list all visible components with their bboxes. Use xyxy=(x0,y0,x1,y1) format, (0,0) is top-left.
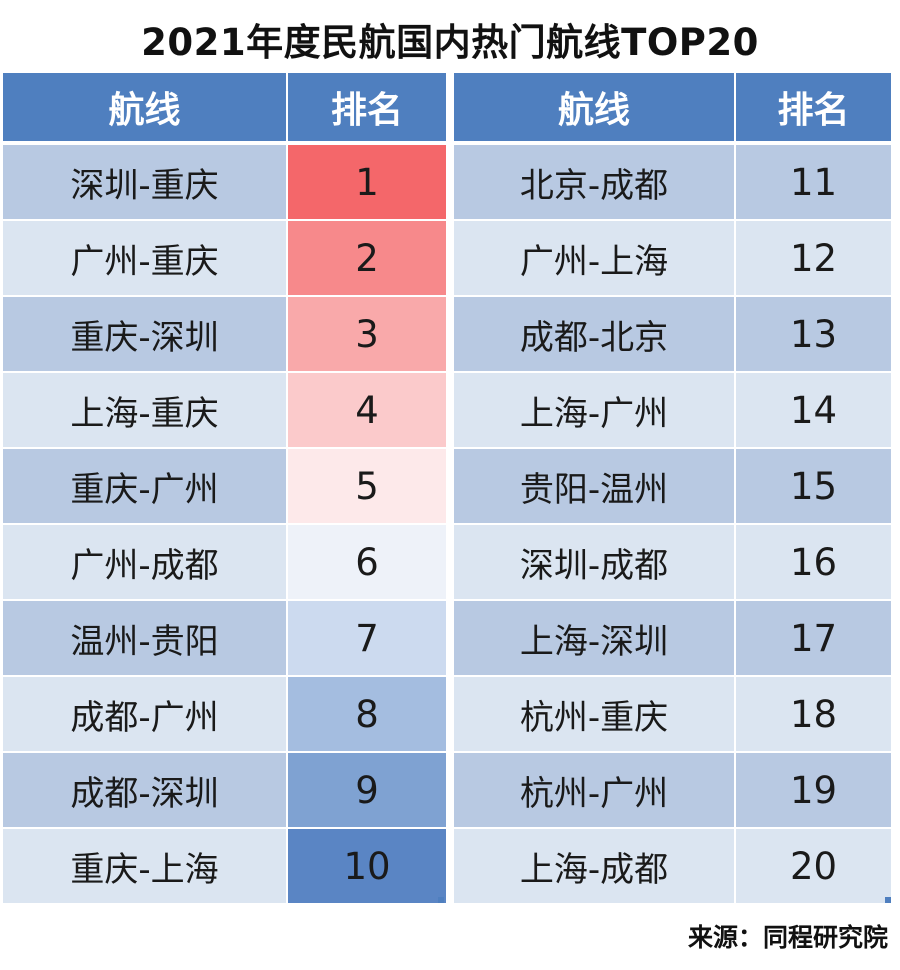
rank-cell-5: 5 xyxy=(288,449,446,525)
route-cell-18: 杭州-重庆 xyxy=(454,677,734,753)
route-cell-16: 深圳-成都 xyxy=(454,525,734,601)
route-cell-3: 重庆-深圳 xyxy=(3,297,286,373)
header-route-left: 航线 xyxy=(3,73,286,145)
rank-cell-12: 12 xyxy=(736,221,891,297)
rank-cell-9: 9 xyxy=(288,753,446,829)
table-left-panel: 航线 排名 深圳-重庆 1 广州-重庆 2 重庆-深圳 3 上海-重庆 4 重庆… xyxy=(3,73,446,905)
route-cell-4: 上海-重庆 xyxy=(3,373,286,449)
chart-title: 2021年度民航国内热门航线TOP20 xyxy=(141,21,759,64)
rank-cell-20: 20 xyxy=(736,829,891,905)
rank-cell-2: 2 xyxy=(288,221,446,297)
header-rank-right: 排名 xyxy=(736,73,891,145)
route-cell-9: 成都-深圳 xyxy=(3,753,286,829)
header-rank-left: 排名 xyxy=(288,73,446,145)
rank-cell-4: 4 xyxy=(288,373,446,449)
rank-cell-19: 19 xyxy=(736,753,891,829)
route-cell-2: 广州-重庆 xyxy=(3,221,286,297)
rank-cell-18: 18 xyxy=(736,677,891,753)
rank-cell-1: 1 xyxy=(288,145,446,221)
rank-cell-14: 14 xyxy=(736,373,891,449)
rank-cell-7: 7 xyxy=(288,601,446,677)
source-note: 来源：同程研究院 xyxy=(687,923,888,952)
route-cell-17: 上海-深圳 xyxy=(454,601,734,677)
route-cell-8: 成都-广州 xyxy=(3,677,286,753)
rank-cell-10: 10 xyxy=(288,829,446,905)
route-cell-19: 杭州-广州 xyxy=(454,753,734,829)
route-cell-15: 贵阳-温州 xyxy=(454,449,734,525)
rank-cell-8: 8 xyxy=(288,677,446,753)
cell-resize-marker-left xyxy=(438,897,444,903)
table-right-panel: 航线 排名 北京-成都 11 广州-上海 12 成都-北京 13 上海-广州 1… xyxy=(454,73,891,905)
route-cell-12: 广州-上海 xyxy=(454,221,734,297)
header-route-right: 航线 xyxy=(454,73,734,145)
rank-cell-3: 3 xyxy=(288,297,446,373)
rank-cell-13: 13 xyxy=(736,297,891,373)
route-cell-20: 上海-成都 xyxy=(454,829,734,905)
route-cell-7: 温州-贵阳 xyxy=(3,601,286,677)
route-cell-13: 成都-北京 xyxy=(454,297,734,373)
rank-cell-11: 11 xyxy=(736,145,891,221)
route-cell-10: 重庆-上海 xyxy=(3,829,286,905)
rank-cell-17: 17 xyxy=(736,601,891,677)
rank-cell-15: 15 xyxy=(736,449,891,525)
route-cell-11: 北京-成都 xyxy=(454,145,734,221)
rank-cell-6: 6 xyxy=(288,525,446,601)
rank-cell-16: 16 xyxy=(736,525,891,601)
route-cell-1: 深圳-重庆 xyxy=(3,145,286,221)
cell-resize-marker-right xyxy=(885,897,891,903)
route-cell-14: 上海-广州 xyxy=(454,373,734,449)
route-cell-5: 重庆-广州 xyxy=(3,449,286,525)
route-cell-6: 广州-成都 xyxy=(3,525,286,601)
